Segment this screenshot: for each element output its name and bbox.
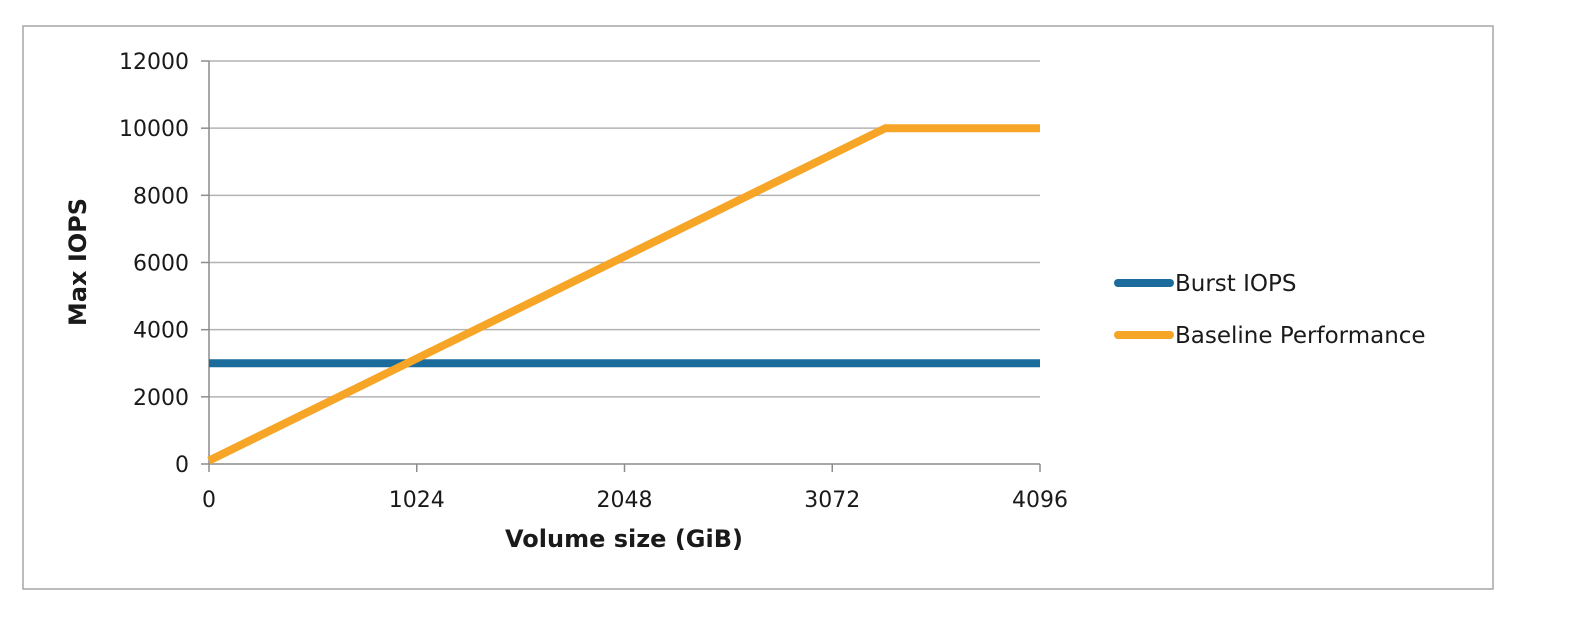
y-tick-label: 2000 [133,386,189,411]
chart-border [22,25,1494,590]
x-tick-label: 1024 [389,488,445,513]
x-tick-label: 4096 [1012,488,1068,513]
y-tick-label: 0 [175,453,189,478]
legend-label-baseline-performance: Baseline Performance [1175,323,1426,349]
x-tick-label: 0 [202,488,216,513]
tick-labels: 0 2000 4000 6000 8000 10000 12000 0 1024 2048 3072… [119,50,1068,513]
y-tick-label: 8000 [133,184,189,209]
x-axis-title: Volume size (GiB) [505,525,743,553]
y-tick-label: 6000 [133,252,189,277]
axes [201,60,1041,472]
gridlines [209,60,1040,398]
y-tick-label: 10000 [119,117,189,142]
y-axis-title: Max IOPS [64,198,92,326]
y-tick-label: 12000 [119,50,189,75]
x-tick-label: 3072 [804,488,860,513]
series-line-baseline-performance [207,124,1040,465]
series-lines [207,124,1040,465]
legend-label-burst-iops: Burst IOPS [1175,271,1296,297]
y-tick-label: 4000 [133,319,189,344]
x-tick-label: 2048 [597,488,653,513]
legend: Burst IOPS Baseline Performance [1114,271,1426,349]
